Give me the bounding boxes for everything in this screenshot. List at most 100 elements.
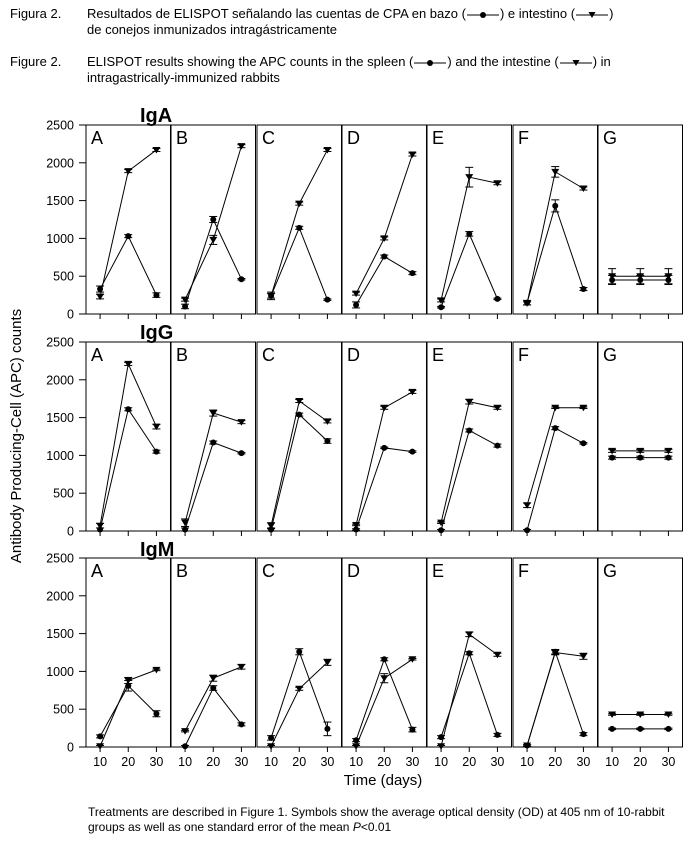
intestine-point: [323, 659, 332, 666]
panel-label: A: [91, 561, 103, 581]
spleen-line: [270, 226, 328, 300]
panel-label: A: [91, 345, 103, 365]
intestine-point: [352, 521, 361, 529]
spleen-point: [552, 202, 559, 209]
spleen-point: [609, 725, 616, 732]
y-tick-label: 2000: [46, 156, 74, 170]
panel-igm-c: C: [256, 557, 342, 752]
intestine-point: [579, 653, 588, 660]
intestine-point: [380, 235, 389, 242]
y-axis-label: Antibody Producing-Cell (APC) counts: [8, 309, 25, 563]
spleen-point: [381, 444, 388, 451]
panel-igm-g: G: [597, 557, 683, 752]
x-tick-label: 20: [292, 755, 306, 769]
x-tick-label: 10: [349, 755, 363, 769]
intestine-point: [636, 273, 645, 280]
panel-label: G: [603, 128, 617, 148]
panel-igm-b: B: [170, 557, 256, 752]
intestine-point: [465, 631, 474, 638]
x-tick-label: 30: [576, 755, 590, 769]
panel-frame: [170, 557, 256, 748]
panel-iga-d: D: [341, 124, 427, 319]
spleen-point: [466, 650, 473, 657]
intestine-line: [270, 149, 328, 297]
spleen-line: [99, 684, 157, 737]
spleen-line: [99, 408, 157, 530]
intestine-point: [408, 388, 417, 396]
spleen-line: [526, 427, 584, 531]
caption-en-part-c: ) in intragastrically-immunized rabbits: [87, 54, 611, 85]
panel-label: G: [603, 345, 617, 365]
x-tick-label: 10: [93, 755, 107, 769]
x-tick-label: 20: [206, 755, 220, 769]
spleen-point: [637, 725, 644, 732]
panel-igm-d: D: [341, 557, 427, 752]
panel-label: F: [518, 128, 529, 148]
spleen-point: [210, 216, 217, 223]
panel-frame: [426, 124, 512, 315]
intestine-line: [99, 362, 157, 526]
intestine-point: [608, 447, 617, 455]
spleen-legend-symbol: [414, 59, 447, 66]
intestine-point: [152, 146, 161, 154]
spleen-point: [381, 656, 388, 663]
y-tick-label: 1500: [46, 411, 74, 425]
intestine-point: [237, 663, 246, 671]
spleen-point: [466, 427, 473, 434]
x-tick-label: 20: [121, 755, 135, 769]
panel-label: A: [91, 128, 103, 148]
intestine-point: [295, 200, 304, 208]
panel-igm-a: A: [85, 557, 171, 752]
y-tick-label: 1000: [46, 449, 74, 463]
spleen-point: [524, 527, 531, 534]
panel-label: C: [262, 345, 275, 365]
panel-label: E: [432, 561, 444, 581]
intestine-point: [267, 743, 276, 750]
spleen-point: [97, 733, 104, 740]
intestine-point: [295, 685, 304, 693]
row-title: IgG: [140, 322, 173, 344]
spleen-point: [353, 526, 360, 533]
intestine-point: [636, 711, 645, 718]
spleen-line: [526, 650, 584, 746]
intestine-point: [408, 656, 417, 663]
panel-iga-g: G: [597, 124, 683, 319]
intestine-line: [526, 171, 584, 304]
intestine-point: [551, 168, 560, 176]
spleen-line: [270, 413, 328, 530]
spleen-line: [99, 235, 157, 296]
intestine-point: [96, 522, 105, 530]
intestine-line: [270, 400, 328, 526]
panel-label: F: [518, 561, 529, 581]
spleen-point: [296, 224, 303, 231]
intestine-point: [608, 273, 617, 280]
figure-footnote: Treatments are described in Figure 1. Sy…: [88, 805, 678, 835]
intestine-point: [352, 743, 361, 750]
panel-label: G: [603, 561, 617, 581]
intestine-point: [152, 666, 161, 674]
y-tick-label: 0: [67, 741, 74, 755]
panel-igg-e: E: [426, 341, 512, 536]
panel-frame: [170, 341, 256, 532]
spleen-point: [268, 734, 275, 741]
x-tick-label: 20: [462, 755, 476, 769]
panel-igg-g: G: [597, 341, 683, 536]
panel-frame: [597, 341, 683, 532]
intestine-point: [493, 180, 502, 187]
spleen-point: [353, 301, 360, 308]
intestine-line: [440, 401, 498, 523]
y-tick-label: 500: [53, 703, 74, 717]
footnote-p-value: <0.01: [360, 820, 392, 834]
panel-iga-b: B: [170, 124, 256, 319]
footnote-p-symbol: P: [352, 820, 361, 834]
spleen-point: [552, 425, 559, 432]
caption-label-es: Figura 2.: [10, 6, 62, 21]
spleen-point: [296, 648, 303, 655]
spleen-point: [182, 303, 189, 310]
x-tick-label: 30: [149, 755, 163, 769]
spleen-line: [440, 232, 498, 308]
spleen-point: [238, 450, 245, 457]
panel-frame: [85, 341, 171, 532]
panel-frame: [341, 341, 427, 532]
